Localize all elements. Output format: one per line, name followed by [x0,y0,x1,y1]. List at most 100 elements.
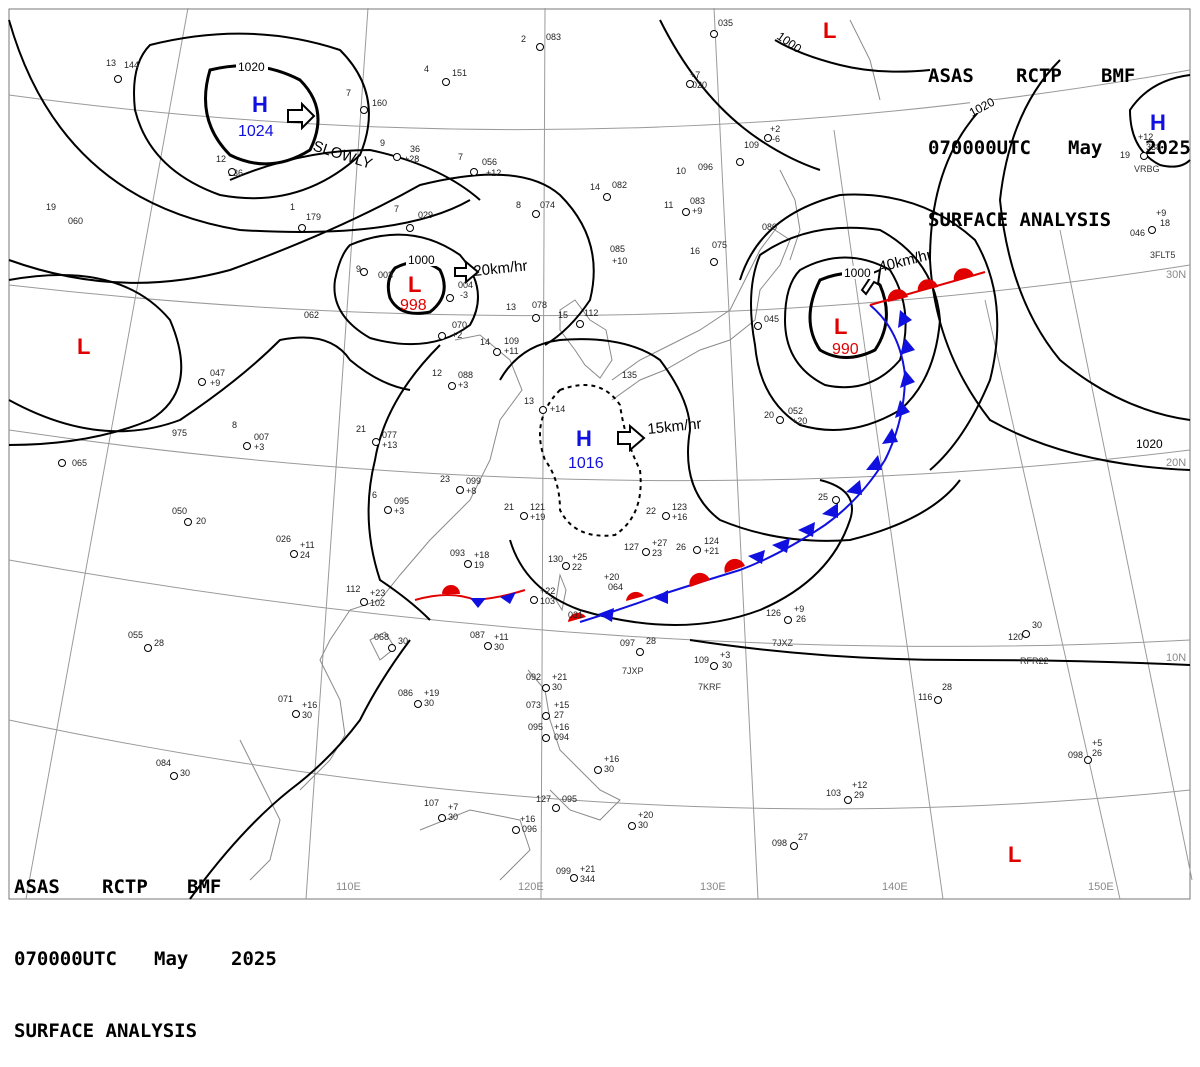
isobar-high-1024-inner [204,64,320,166]
meridian-150e [984,299,1121,900]
station-value: 121 [530,502,545,512]
low-center-letter: L [1008,842,1021,867]
surface-analysis-map: H 1024 L 998 H 1016 L 990 L L H L SLOWLY… [8,7,1193,900]
motion-arrow-high-1024 [287,101,316,131]
header-time: 070000UTC [928,137,1031,159]
station-value: 112 [584,308,598,318]
station-marker [570,874,578,882]
station-marker [628,822,636,830]
station-value: 12 [216,154,226,164]
station-value: 160 [372,98,387,108]
station-value: +11 [504,346,519,356]
isobar-1024-far-ne [1128,74,1191,168]
station-value: 13 [106,58,116,68]
station-marker [360,598,368,606]
station-value: 095 [394,496,409,506]
motion-label: 20km/hr [473,257,529,280]
longitude-label: 130E [700,881,726,893]
station-value: +16 [672,512,687,522]
station-value: 055 [128,630,143,640]
cold-front-semicircle [626,591,644,601]
station-value: 20 [764,410,774,420]
station-value: 109 [694,655,709,665]
isobar-high-1016-dash [539,384,642,537]
station-value: +11 [300,540,315,550]
station-value: 30 [424,698,434,708]
warm-front-semicircle [917,279,938,292]
meridian-130e [713,7,759,900]
station-value: 30 [494,642,504,652]
station-value: 15 [558,310,568,320]
station-value: 28 [154,638,164,648]
station-marker [576,320,584,328]
station-value: 9 [380,138,385,148]
station-value: 30 [604,764,614,774]
station-value: 094 [554,732,569,742]
header-month: May [154,948,189,970]
station-marker [372,438,380,446]
station-value: -6 [772,134,780,144]
station-value: +14 [550,404,565,414]
station-markers [58,30,1156,882]
station-marker [552,804,560,812]
station-marker [693,546,701,554]
isobar-1012-china [8,336,411,433]
coast-sakhalin [779,169,801,261]
station-value: +3 [394,506,404,516]
station-value: +20 [638,810,653,820]
latitude-label: 10N [1166,652,1186,664]
station-value: 123 [672,502,687,512]
station-value: 19 [46,202,56,212]
header-time: 070000UTC [14,948,117,970]
low-center-value: 998 [400,297,427,314]
station-value: +23 [370,588,385,598]
cold-front-triangle [900,338,915,355]
station-value: +5 [1092,738,1102,748]
warm-front-semicircle [887,289,908,302]
station-marker [603,193,611,201]
station-marker [1022,630,1030,638]
station-marker [414,700,422,708]
station-value: +9 [1156,208,1166,218]
isobars [8,19,1191,900]
station-marker [184,518,192,526]
station-value: 13 [524,396,534,406]
station-value: 093 [450,548,465,558]
station-value: 098 [1068,750,1083,760]
chart-header-top: ASAS RCTP BMF 070000UTC May 2025 SURFACE ANA… [928,16,1191,256]
station-value: 107 [424,798,439,808]
station-value: 7 [394,204,399,214]
station-value: 2 [521,34,526,44]
station-call-sign: RFR22 [1020,656,1049,666]
station-value: 064 [608,582,623,592]
station-marker [360,106,368,114]
station-marker [243,442,251,450]
station-plots: 13 144 2 083 4 151 7 160 035 9 36 +28 7 … [46,18,1170,884]
station-value: 026 [276,534,291,544]
parallel-10n [8,559,1191,647]
station-value: +8 [466,486,476,496]
station-marker [536,43,544,51]
motion-label: 15km/hr [647,415,703,438]
longitude-label: 120E [518,881,544,893]
parallel-0 [8,719,1191,810]
isobar-1020-nw [8,19,471,233]
header-year: 2025 [1145,137,1191,159]
station-marker [662,512,670,520]
chart-header-bottom: ASAS RCTP BMF 070000UTC May 2025 SURFACE ANA… [14,827,277,1067]
station-value: 30 [180,768,190,778]
pressure-centers: H 1024 L 998 H 1016 L 990 L L H L [77,18,1166,867]
front-symbols [442,268,974,622]
station-value: +2 [452,330,462,340]
station-marker [1140,152,1148,160]
station-value: 19 [474,560,484,570]
cold-front-triangle [748,550,765,564]
station-value: +3 [254,442,264,452]
isobar-1012-south [509,479,853,626]
station-marker [542,712,550,720]
station-marker [532,210,540,218]
station-value: +25 [572,552,587,562]
station-marker [446,294,454,302]
coast-taiwan [555,573,567,612]
station-value: +20 [604,572,619,582]
